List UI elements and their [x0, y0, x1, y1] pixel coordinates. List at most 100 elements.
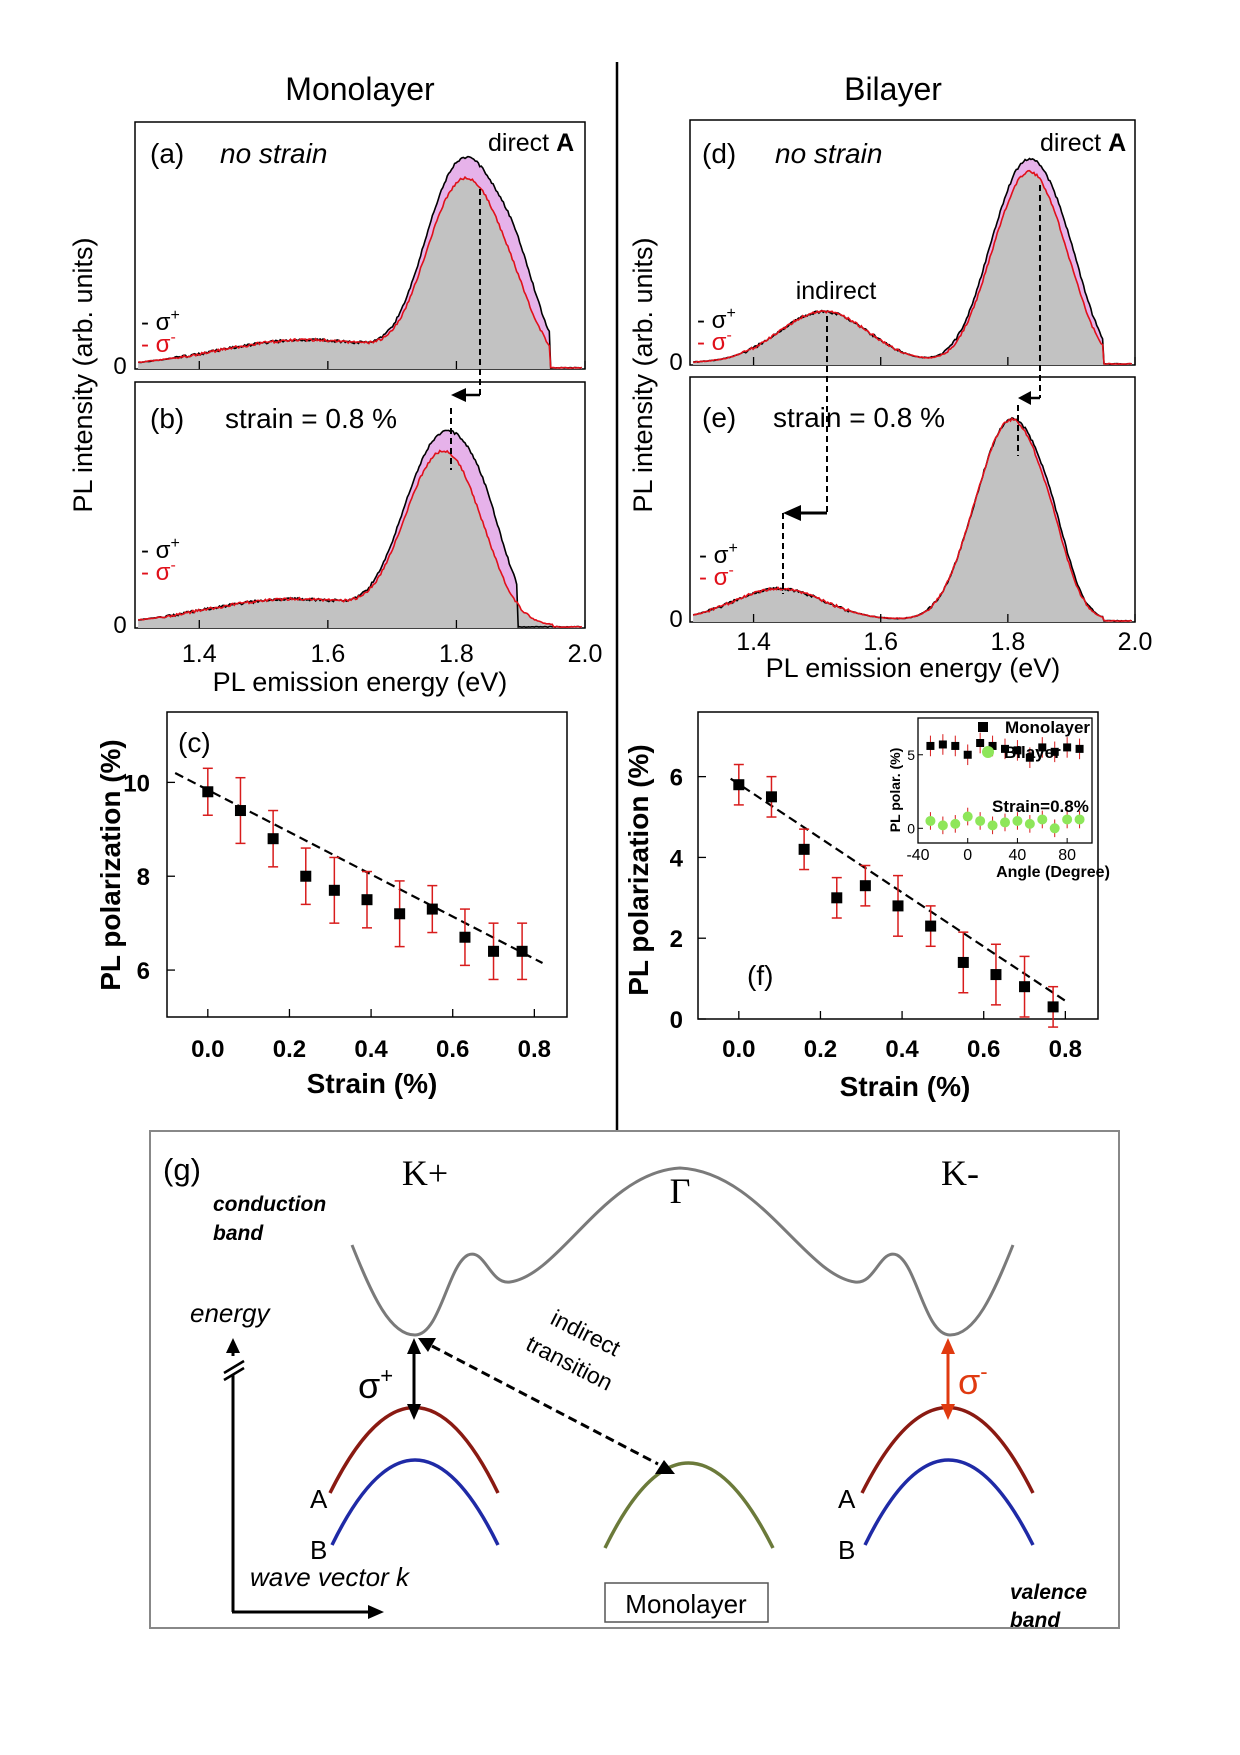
y-tick-label: 10 — [123, 770, 150, 797]
y-tick-label: 2 — [670, 926, 683, 953]
sigma-minus-label: σ- — [958, 1359, 988, 1402]
energy-label: energy — [190, 1298, 271, 1328]
data-point — [1019, 981, 1031, 993]
conduction-band-label-1: conduction — [213, 1193, 326, 1216]
data-point — [426, 903, 438, 915]
x-tick-label: 1.6 — [310, 640, 345, 668]
panel-a: (a) no strain direct A - σ+ - σ- 0 — [113, 121, 586, 380]
panel-e-label: (e) — [702, 402, 736, 433]
panel-de-indirect-arrowhead — [783, 505, 801, 521]
panel-ab-arrowhead — [451, 388, 466, 402]
inset-y-tick-label: 0 — [907, 820, 915, 836]
inset-legend-mono-marker — [978, 722, 988, 732]
data-point — [859, 880, 871, 892]
panel-b-condition: strain = 0.8 % — [225, 403, 397, 434]
panel-ab-ylabel: PL intensity (arb. units) — [68, 237, 98, 512]
x-tick-label: 1.4 — [182, 640, 217, 668]
inset-point-bilayer — [962, 811, 973, 822]
y-tick-label: 0 — [670, 1007, 683, 1034]
inset-point-bilayer — [925, 815, 936, 826]
valence-band-gamma — [603, 1461, 775, 1549]
series-line-sigma-minus — [692, 417, 1132, 623]
panel-e-condition: strain = 0.8 % — [773, 402, 945, 433]
panel-f: 0.0 0.2 0.4 0.6 0.8 0 2 4 6 (f) PL polarization … — [623, 711, 1099, 1102]
inset-point-monolayer — [1013, 746, 1022, 755]
header-monolayer: Monolayer — [285, 71, 435, 107]
inset-x-tick-label: 80 — [1058, 847, 1076, 864]
x-tick-label: 0.0 — [722, 1036, 755, 1063]
panel-g: (g) K+ Γ K- conduction band energy wave … — [149, 1130, 1120, 1632]
panel-c: 0.0 0.2 0.4 0.6 0.8 6 8 10 (c) PL polarization … — [95, 711, 568, 1099]
spectrum-fill-sigma-minus — [138, 177, 582, 369]
data-point — [328, 884, 340, 896]
panel-b: 1.4 1.6 1.8 2.0 (b) strain = 0.8 % - σ+ - σ… — [68, 237, 602, 697]
inset-x-tick-label: 40 — [1009, 847, 1027, 864]
band-B-left-label: B — [310, 1535, 327, 1565]
data-point — [202, 786, 214, 798]
panel-d-label: (d) — [702, 138, 736, 169]
inset-point-monolayer — [1075, 744, 1084, 753]
panel-e: 1.4 1.6 1.8 2.0 (e) strain = 0.8 % - σ+ - σ… — [628, 237, 1152, 683]
y-tick-label: 6 — [137, 958, 150, 985]
data-point — [990, 969, 1002, 981]
panel-de-arrowhead — [1018, 391, 1031, 405]
x-tick-label: 0.8 — [518, 1036, 551, 1063]
inset-legend-bi: Bilayer — [1004, 743, 1061, 762]
inset-xlabel: Angle (Degree) — [996, 864, 1110, 881]
inset-point-bilayer — [950, 818, 961, 829]
data-point — [925, 920, 937, 932]
panel-a-condition: no strain — [220, 138, 327, 169]
valence-band-B-left — [330, 1458, 500, 1546]
x-tick-label: 0.6 — [967, 1036, 1000, 1063]
panel-f-label: (f) — [747, 960, 773, 991]
x-tick-label: 0.0 — [191, 1036, 224, 1063]
valence-band-B-right — [863, 1458, 1035, 1546]
panel-f-xlabel: Strain (%) — [840, 1071, 971, 1102]
panel-d: (d) no strain direct A indirect - σ+ - σ… — [669, 119, 1136, 376]
x-tick-label: 0.4 — [885, 1036, 919, 1063]
inset-point-bilayer — [1012, 815, 1023, 826]
inset-point-monolayer — [1050, 747, 1059, 756]
inset-point-bilayer — [1024, 818, 1035, 829]
data-point — [1047, 1001, 1059, 1013]
inset-point-monolayer — [1025, 753, 1034, 762]
spectrum-fill-sigma-minus — [693, 418, 1132, 622]
panel-e-legend-plus: - σ+ — [699, 540, 738, 569]
data-point — [459, 931, 471, 943]
monolayer-box — [604, 1582, 769, 1623]
valence-band-label-1: valence — [1010, 1581, 1087, 1604]
band-A-left-label: A — [310, 1484, 328, 1514]
inset-point-monolayer — [938, 740, 947, 749]
panel-f-frame — [697, 711, 1099, 1020]
panel-g-frame — [149, 1130, 1120, 1629]
x-tick-label: 0.8 — [1049, 1036, 1082, 1063]
fit-line — [174, 772, 544, 965]
panel-c-label: (c) — [178, 727, 211, 758]
x-tick-label: 1.8 — [990, 628, 1025, 656]
indirect-transition-arrow — [431, 1344, 659, 1466]
x-tick-label: 1.8 — [439, 640, 474, 668]
data-point — [516, 945, 528, 957]
data-point — [394, 908, 406, 920]
panel-a-zero-tick: 0 — [113, 353, 126, 380]
panel-f-ylabel: PL polarization (%) — [623, 744, 654, 996]
inset-point-monolayer — [1063, 743, 1072, 752]
inset-strain: Strain=0.8% — [992, 797, 1089, 816]
wavevector-label: wave vector k — [250, 1562, 411, 1592]
inset-point-monolayer — [926, 741, 935, 750]
series-line-sigma-minus — [138, 449, 582, 629]
x-tick-label: 0.4 — [354, 1036, 388, 1063]
panel-a-label: (a) — [150, 138, 184, 169]
axis-break-2 — [223, 1366, 245, 1382]
kplus-label: K+ — [402, 1153, 448, 1193]
data-point — [300, 870, 312, 882]
x-tick-label: 0.6 — [436, 1036, 469, 1063]
series-line-sigma-minus — [692, 169, 1133, 366]
wavevector-axis-arrowhead — [368, 1605, 384, 1619]
y-tick-label: 4 — [670, 845, 684, 872]
inset-legend-mono: Monolayer — [1005, 718, 1090, 737]
data-point — [831, 892, 843, 904]
panel-d-indirect-label: indirect — [796, 277, 877, 305]
inset-point-monolayer — [1001, 744, 1009, 753]
